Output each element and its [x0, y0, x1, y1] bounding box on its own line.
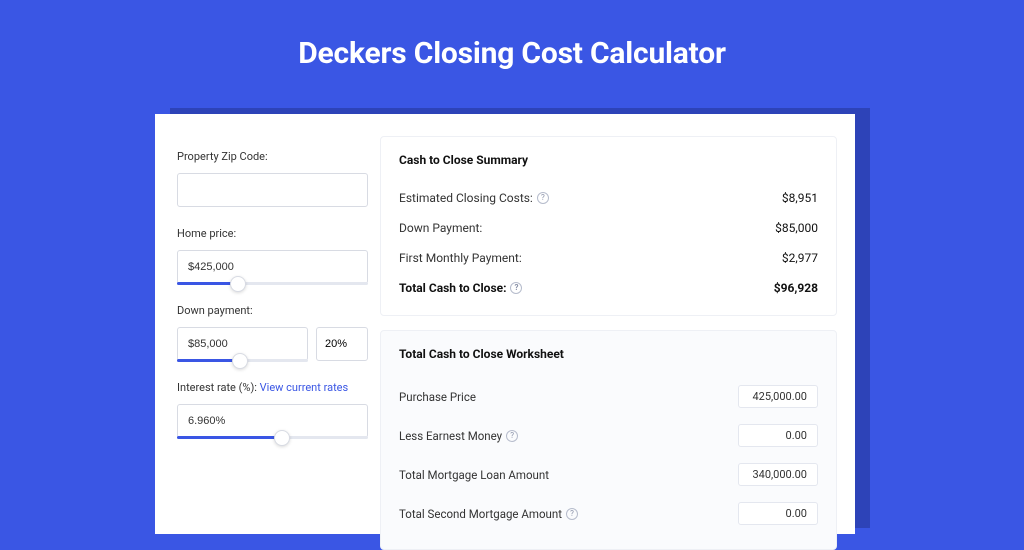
help-icon[interactable]: ? — [566, 508, 578, 520]
page-title: Deckers Closing Cost Calculator — [0, 0, 1024, 95]
worksheet-card: Total Cash to Close Worksheet Purchase P… — [380, 330, 837, 550]
summary-total-label: Total Cash to Close: — [399, 281, 506, 295]
worksheet-row-label: Purchase Price — [399, 390, 476, 404]
summary-total-value: $96,928 — [774, 281, 818, 295]
worksheet-row-value[interactable]: 425,000.00 — [738, 385, 818, 408]
summary-title: Cash to Close Summary — [399, 153, 818, 167]
view-rates-link[interactable]: View current rates — [260, 381, 349, 394]
worksheet-row-label: Less Earnest Money — [399, 429, 502, 443]
summary-row: First Monthly Payment: $2,977 — [399, 243, 818, 273]
zip-input[interactable] — [177, 173, 368, 207]
summary-row: Down Payment: $85,000 — [399, 213, 818, 243]
interest-rate-slider-fill — [177, 436, 282, 439]
home-price-field: Home price: — [177, 227, 368, 284]
help-icon[interactable]: ? — [506, 430, 518, 442]
worksheet-row-value[interactable]: 340,000.00 — [738, 463, 818, 486]
interest-rate-input[interactable] — [177, 404, 368, 438]
summary-row-label: Estimated Closing Costs: — [399, 191, 533, 205]
results-panel: Cash to Close Summary Estimated Closing … — [380, 114, 855, 534]
home-price-slider-fill — [177, 282, 238, 285]
summary-card: Cash to Close Summary Estimated Closing … — [380, 136, 837, 316]
home-price-slider-thumb[interactable] — [230, 276, 246, 292]
summary-row-label: Down Payment: — [399, 221, 482, 235]
zip-label: Property Zip Code: — [177, 150, 368, 163]
worksheet-row-value[interactable]: 0.00 — [738, 502, 818, 525]
interest-rate-label-text: Interest rate (%): — [177, 381, 257, 394]
worksheet-row-label: Total Second Mortgage Amount — [399, 507, 562, 521]
summary-row-value: $85,000 — [775, 221, 818, 235]
worksheet-row: Total Second Mortgage Amount ? 0.00 — [399, 494, 818, 533]
down-payment-slider-fill — [177, 359, 240, 362]
worksheet-row-label: Total Mortgage Loan Amount — [399, 468, 549, 482]
down-payment-slider[interactable] — [177, 359, 308, 362]
worksheet-row: Purchase Price 425,000.00 — [399, 377, 818, 416]
worksheet-title: Total Cash to Close Worksheet — [399, 347, 818, 361]
help-icon[interactable]: ? — [510, 282, 522, 294]
down-payment-label: Down payment: — [177, 304, 368, 317]
down-payment-pct-input[interactable] — [316, 327, 368, 361]
home-price-label: Home price: — [177, 227, 368, 240]
zip-field: Property Zip Code: — [177, 150, 368, 207]
calculator-card: Property Zip Code: Home price: Down paym… — [155, 114, 855, 534]
home-price-slider[interactable] — [177, 282, 368, 285]
interest-rate-slider[interactable] — [177, 436, 368, 439]
worksheet-row: Less Earnest Money ? 0.00 — [399, 416, 818, 455]
interest-rate-field: Interest rate (%): View current rates — [177, 381, 368, 438]
down-payment-field: Down payment: — [177, 304, 368, 361]
interest-rate-slider-thumb[interactable] — [274, 430, 290, 446]
summary-row-value: $2,977 — [782, 251, 818, 265]
inputs-panel: Property Zip Code: Home price: Down paym… — [155, 114, 380, 534]
home-price-input[interactable] — [177, 250, 368, 284]
summary-row-label: First Monthly Payment: — [399, 251, 522, 265]
summary-row-value: $8,951 — [782, 191, 818, 205]
worksheet-row: Total Mortgage Loan Amount 340,000.00 — [399, 455, 818, 494]
down-payment-slider-thumb[interactable] — [232, 353, 248, 369]
interest-rate-label: Interest rate (%): View current rates — [177, 381, 368, 394]
help-icon[interactable]: ? — [537, 192, 549, 204]
summary-row: Estimated Closing Costs: ? $8,951 — [399, 183, 818, 213]
worksheet-row-value[interactable]: 0.00 — [738, 424, 818, 447]
summary-total-row: Total Cash to Close: ? $96,928 — [399, 273, 818, 303]
